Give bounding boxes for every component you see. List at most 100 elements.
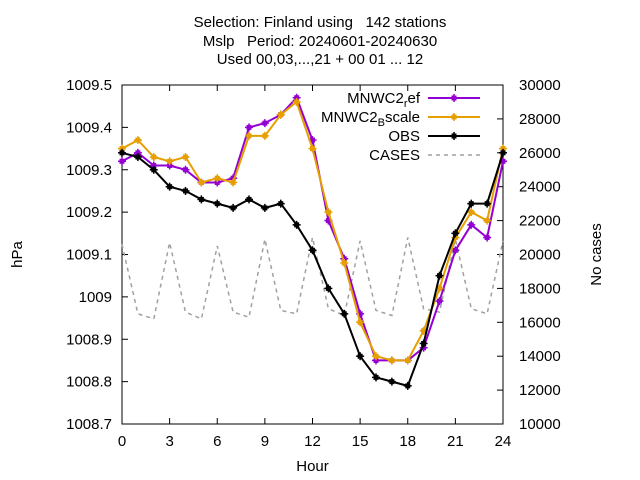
data-point-mnwc2-ref (245, 123, 253, 132)
data-point-mnwc2-bscale (340, 258, 349, 267)
marker-dot (214, 175, 220, 181)
data-point-mnwc2-bscale (245, 131, 253, 140)
marker-dot (468, 209, 474, 215)
series-cases (121, 237, 504, 320)
data-point-mnwc2-bscale (292, 97, 301, 106)
marker-dot (500, 158, 506, 164)
data-point-obs (435, 271, 444, 280)
x-axis-label: Hour (296, 458, 329, 475)
y2-tick-label: 26000 (519, 145, 561, 162)
marker-dot (452, 230, 458, 236)
marker-dot (405, 357, 411, 363)
data-point-obs (419, 339, 428, 348)
data-point-mnwc2-bscale (308, 144, 317, 153)
marker-dot (310, 137, 315, 143)
marker-dot (421, 340, 427, 346)
y2-tick-label: 28000 (519, 111, 561, 128)
data-point-mnwc2-bscale (165, 157, 174, 166)
marker-dot (373, 353, 379, 359)
data-point-obs (149, 165, 158, 174)
y2-tick-label: 24000 (519, 179, 561, 196)
y-tick-label: 1008.8 (66, 374, 112, 391)
marker-dot (421, 328, 427, 334)
data-point-mnwc2-bscale (387, 356, 396, 365)
series-line-cases (121, 237, 504, 320)
data-point-mnwc2-bscale (467, 208, 476, 217)
y-tick-label: 1009.5 (66, 77, 112, 94)
x-tick-label: 0 (118, 433, 126, 450)
y-tick-label: 1008.9 (66, 331, 112, 348)
data-point-mnwc2-bscale (324, 208, 333, 217)
marker-dot (119, 146, 125, 152)
data-point-obs (403, 381, 412, 390)
marker-dot (437, 285, 442, 291)
y-axis-label: hPa (9, 241, 26, 268)
marker-dot (484, 201, 490, 207)
marker-dot (341, 260, 347, 266)
data-point-mnwc2-bscale (483, 216, 492, 225)
y-tick-label: 1009.4 (66, 119, 112, 136)
y2-tick-label: 12000 (519, 382, 561, 399)
marker-dot (373, 374, 379, 380)
data-point-obs (308, 246, 317, 255)
y2-tick-label: 30000 (519, 77, 561, 94)
data-point-obs (165, 182, 174, 191)
legend-item-cases: CASES (369, 147, 480, 164)
data-point-obs (467, 199, 476, 208)
marker-dot (183, 167, 188, 173)
marker-dot (357, 311, 363, 317)
marker-dot (183, 154, 188, 160)
legend-label-cases: CASES (369, 147, 420, 164)
marker-dot (214, 201, 220, 207)
chart-title-line-2: Mslp Period: 20240601-20240630 (202, 33, 438, 50)
data-point-obs (372, 373, 380, 382)
data-point-obs (340, 309, 349, 318)
y2-tick-label: 22000 (519, 213, 561, 230)
marker-dot (421, 345, 427, 351)
marker-dot (246, 133, 252, 139)
marker-dot (500, 146, 506, 152)
data-point-obs (213, 199, 222, 208)
marker-dot (119, 158, 125, 164)
data-point-obs (499, 148, 507, 157)
data-point-obs (451, 229, 460, 238)
x-tick-label: 15 (352, 433, 369, 450)
data-point-obs (276, 199, 285, 208)
data-point-mnwc2-bscale (229, 178, 238, 187)
y-tick-label: 1009 (79, 289, 112, 306)
data-point-obs (118, 148, 126, 157)
marker-dot (451, 133, 457, 139)
x-tick-label: 24 (495, 433, 512, 450)
marker-dot (198, 196, 204, 202)
x-tick-label: 21 (447, 433, 464, 450)
legend-label-mnwc2-ref: MNWC2ref (347, 90, 421, 110)
data-point-mnwc2-ref (181, 165, 190, 174)
data-point-mnwc2-ref (451, 246, 460, 255)
marker-dot (389, 357, 395, 363)
marker-dot (214, 179, 220, 185)
marker-dot (310, 247, 315, 253)
legend-item-mnwc2-ref: MNWC2ref (347, 90, 480, 110)
data-point-mnwc2-bscale (181, 153, 190, 162)
marker-dot (500, 150, 506, 156)
y-tick-label: 1009.2 (66, 204, 112, 221)
data-point-mnwc2-bscale (276, 110, 285, 119)
legend-label-obs: OBS (388, 128, 420, 145)
y2-tick-label: 18000 (519, 280, 561, 297)
y2-tick-label: 16000 (519, 314, 561, 331)
marker-dot (135, 154, 141, 160)
marker-dot (451, 114, 457, 120)
marker-dot (452, 235, 458, 241)
chart-title-line-1: Selection: Finland using 142 stations (193, 14, 447, 31)
data-point-mnwc2-bscale (372, 352, 380, 361)
data-point-mnwc2-ref (260, 119, 269, 128)
marker-dot (230, 205, 236, 211)
marker-dot (341, 311, 347, 317)
marker-dot (294, 99, 300, 105)
data-point-obs (181, 186, 190, 195)
marker-dot (278, 112, 284, 118)
data-point-obs (229, 203, 238, 212)
x-tick-label: 6 (213, 433, 221, 450)
